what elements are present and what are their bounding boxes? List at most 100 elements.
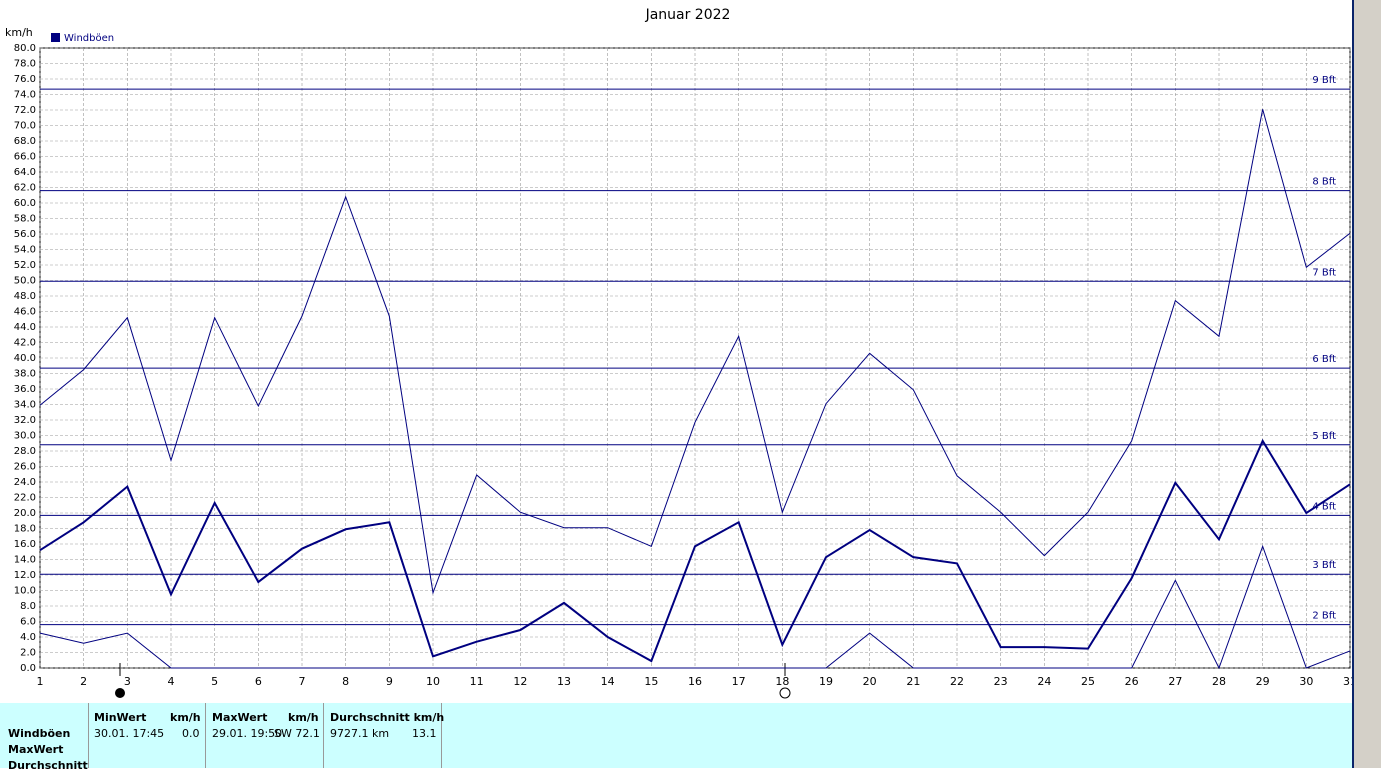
- x-tick-label: 28: [1212, 675, 1226, 688]
- x-tick-label: 8: [342, 675, 349, 688]
- y-tick-label: 44.0: [14, 322, 36, 333]
- chart: Januar 2022 km/h Windböen 0.0 2.0 4.0 6.0 8.…: [5, 7, 1352, 699]
- y-tick-label: 28.0: [14, 446, 36, 457]
- y-tick-label: 26.0: [14, 462, 36, 473]
- y-tick-label: 18.0: [14, 524, 36, 535]
- y-axis-label: km/h: [5, 26, 33, 39]
- header: MaxWert: [212, 711, 268, 724]
- data-line: [39, 109, 1351, 595]
- y-tick-label: 74.0: [14, 90, 36, 101]
- y-tick-label: 48.0: [14, 291, 36, 302]
- x-tick-label: 13: [557, 675, 571, 688]
- separator: [323, 703, 324, 768]
- x-tick-label: 12: [513, 675, 527, 688]
- y-tick-label: 56.0: [14, 229, 36, 240]
- cell: 0.0: [182, 727, 200, 740]
- y-tick-label: 8.0: [20, 601, 36, 612]
- x-tick-label: 20: [863, 675, 877, 688]
- separator: [205, 703, 206, 768]
- summary-panel: Windböen MaxWert Durchschnitt MinWert km…: [0, 703, 1352, 772]
- chart-title: Januar 2022: [645, 7, 731, 23]
- header: km/h: [170, 711, 201, 724]
- separator: [441, 703, 442, 768]
- x-tick-label: 6: [255, 675, 262, 688]
- x-tick-label: 24: [1037, 675, 1051, 688]
- y-tick-label: 4.0: [20, 632, 36, 643]
- header: km/h: [288, 711, 319, 724]
- y-tick-label: 20.0: [14, 508, 36, 519]
- x-tick-label: 25: [1081, 675, 1095, 688]
- beaufort-label: 7 Bft: [1312, 267, 1336, 278]
- x-tick-label: 14: [601, 675, 615, 688]
- y-tick-label: 34.0: [14, 400, 36, 411]
- y-tick-label: 46.0: [14, 307, 36, 318]
- y-tick-label: 12.0: [14, 570, 36, 581]
- y-tick-label: 54.0: [14, 245, 36, 256]
- row-label: Durchschnitt: [8, 759, 88, 772]
- y-tick-label: 52.0: [14, 260, 36, 271]
- x-tick-label: 19: [819, 675, 833, 688]
- beaufort-label: 2 Bft: [1312, 611, 1336, 622]
- x-tick-label: 23: [994, 675, 1008, 688]
- y-tick-label: 72.0: [14, 105, 36, 116]
- header: Durchschnitt km/h: [330, 711, 445, 724]
- y-tick-label: 10.0: [14, 586, 36, 597]
- y-tick-label: 16.0: [14, 539, 36, 550]
- y-tick-label: 30.0: [14, 431, 36, 442]
- cell: 30.01. 17:45: [94, 727, 165, 740]
- x-tick-label: 1: [37, 675, 44, 688]
- beaufort-label: 5 Bft: [1312, 431, 1336, 442]
- beaufort-label: 3 Bft: [1312, 560, 1336, 571]
- y-tick-label: 40.0: [14, 353, 36, 364]
- x-tick-label: 27: [1168, 675, 1182, 688]
- y-tick-label: 24.0: [14, 477, 36, 488]
- x-tick-label: 16: [688, 675, 702, 688]
- y-tick-label: 62.0: [14, 183, 36, 194]
- y-tick-label: 68.0: [14, 136, 36, 147]
- full-moon-icon: [115, 688, 125, 698]
- new-moon-icon: [779, 687, 791, 699]
- legend-label: Windböen: [64, 33, 114, 44]
- y-tick-label: 58.0: [14, 214, 36, 225]
- y-tick-label: 42.0: [14, 338, 36, 349]
- x-tick-label: 26: [1125, 675, 1139, 688]
- x-tick-label: 15: [644, 675, 658, 688]
- x-tick-label: 5: [211, 675, 218, 688]
- cell: 13.1: [412, 727, 437, 740]
- y-tick-label: 14.0: [14, 555, 36, 566]
- y-tick-label: 0.0: [20, 663, 36, 674]
- background-window: [1352, 0, 1381, 768]
- x-tick-label: 21: [906, 675, 920, 688]
- legend-swatch: [51, 33, 60, 42]
- x-tick-label: 30: [1299, 675, 1313, 688]
- y-tick-label: 38.0: [14, 369, 36, 380]
- x-tick-label: 11: [470, 675, 484, 688]
- y-tick-label: 76.0: [14, 74, 36, 85]
- beaufort-label: 9 Bft: [1312, 75, 1336, 86]
- x-tick-label: 2: [80, 675, 87, 688]
- y-tick-label: 70.0: [14, 121, 36, 132]
- beaufort-label: 4 Bft: [1312, 501, 1336, 512]
- row-label: Windböen: [8, 727, 71, 740]
- x-tick-label: 9: [386, 675, 393, 688]
- data-line: [39, 544, 1351, 670]
- y-tick-label: 80.0: [14, 43, 36, 54]
- y-tick-label: 78.0: [14, 59, 36, 70]
- row-label: MaxWert: [8, 743, 64, 756]
- x-tick-label: 3: [124, 675, 131, 688]
- y-tick-label: 2.0: [20, 648, 36, 659]
- x-tick-label: 18: [775, 675, 789, 688]
- y-tick-label: 66.0: [14, 152, 36, 163]
- x-tick-label: 31: [1343, 675, 1352, 688]
- x-tick-label: 10: [426, 675, 440, 688]
- x-tick-label: 7: [299, 675, 306, 688]
- beaufort-label: 6 Bft: [1312, 354, 1336, 365]
- x-tick-label: 29: [1256, 675, 1270, 688]
- y-tick-label: 64.0: [14, 167, 36, 178]
- separator: [88, 703, 89, 768]
- cell: 9727.1 km: [330, 727, 390, 740]
- y-tick-label: 50.0: [14, 276, 36, 287]
- x-tick-label: 4: [168, 675, 175, 688]
- y-tick-label: 32.0: [14, 415, 36, 426]
